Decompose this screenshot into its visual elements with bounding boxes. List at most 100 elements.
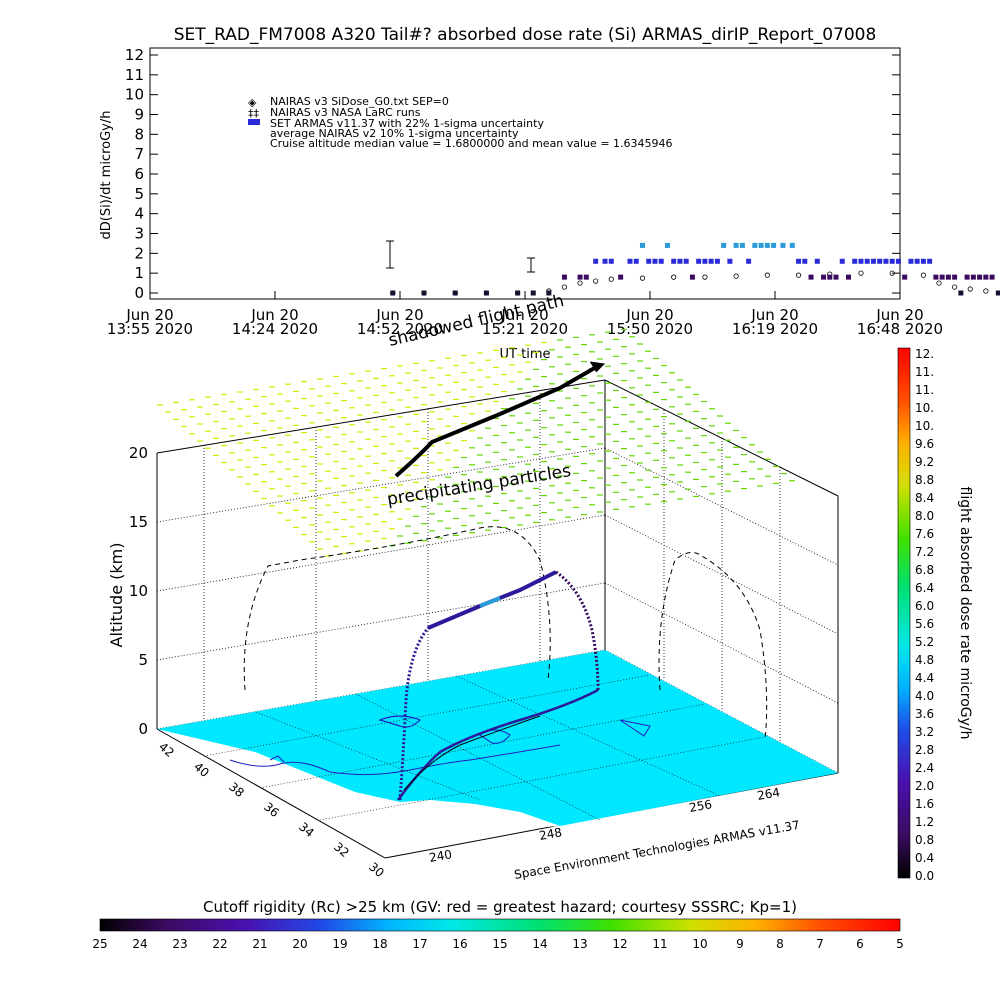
lat-tick-label: 38 (226, 780, 247, 801)
x-tick-label-bottom: 14:52 2020 (357, 320, 443, 338)
rigidity-colorbar-tick-label: 19 (332, 937, 347, 951)
rigidity-colorbar-tick-label: 8 (776, 937, 784, 951)
rigidity-colorbar-tick-label: 22 (212, 937, 227, 951)
rigidity-colorbar (99, 918, 901, 932)
z-tick-label: 20 (129, 444, 148, 462)
y-tick-label: 5 (134, 185, 144, 203)
dose-colorbar-tick-label: 9.2 (915, 455, 934, 469)
nairas-point (858, 270, 864, 276)
armas-point (977, 274, 983, 280)
dose-colorbar-tick-label: 4.0 (915, 689, 934, 703)
nairas-point (967, 286, 973, 292)
rigidity-colorbar-tick-label: 17 (412, 937, 427, 951)
armas-point (958, 290, 964, 296)
x-axis-label: UT time (500, 347, 551, 362)
nairas-point (561, 284, 568, 290)
y-tick-label: 9 (134, 106, 144, 124)
armas-point (989, 274, 995, 280)
rigidity-colorbar-tick-label: 18 (372, 937, 387, 951)
armas-point (664, 242, 670, 248)
dose-colorbar-tick-label: 0.0 (915, 869, 934, 883)
armas-point (677, 258, 683, 264)
dose-colorbar-tick-label: 0.8 (915, 833, 934, 847)
x-tick-label-top: Jun 20 (625, 306, 673, 324)
nairas-point (702, 274, 708, 280)
armas-point (889, 258, 895, 264)
dose-colorbar-tick-label: 2.0 (915, 779, 934, 793)
armas-point (764, 242, 770, 248)
y-tick-label: 7 (134, 145, 144, 163)
armas-point (658, 258, 664, 264)
y-tick-label: 0 (134, 284, 144, 302)
armas-point (808, 274, 814, 280)
armas-point (939, 274, 945, 280)
armas-point (814, 258, 820, 264)
armas-point (683, 258, 689, 264)
lon-tick-label: 256 (688, 797, 713, 815)
dose-colorbar-tick-label: 12. (915, 347, 934, 361)
armas-point (618, 274, 624, 280)
dose-colorbar-tick-label: 8.0 (915, 509, 934, 523)
armas-point (796, 258, 802, 264)
ground-track (396, 688, 599, 801)
rigidity-colorbar-tick-label: 15 (492, 937, 507, 951)
armas-point (708, 258, 714, 264)
legend-entry-2: NAIRAS v3 NASA LaRC runs (270, 106, 421, 119)
armas-point (864, 258, 870, 264)
armas-point (858, 258, 864, 264)
armas-point (758, 242, 764, 248)
armas-point (927, 258, 933, 264)
armas-point (908, 258, 914, 264)
legend: ◈ NAIRAS v3 SiDose_G0.txt SEP=0 ‡‡ NAIRA… (248, 95, 673, 150)
armas-point (914, 258, 920, 264)
armas-point (983, 274, 989, 280)
armas-point (652, 258, 658, 264)
nairas-point (983, 288, 989, 294)
legend-entry-4: average NAIRAS v2 10% 1-sigma uncertaint… (270, 127, 519, 140)
armas-point (627, 258, 633, 264)
lat-tick-label: 34 (296, 820, 317, 841)
z-tick-label: 15 (129, 513, 148, 531)
dose-colorbar-tick-label: 0.4 (915, 851, 934, 865)
z-tick-label: 10 (129, 582, 148, 600)
dose-colorbar-tick-label: 6.4 (915, 581, 934, 595)
armas-point (721, 242, 727, 248)
dose-colorbar-tick-label: 9.6 (915, 437, 934, 451)
armas-point (602, 258, 608, 264)
z-axis-label: Altitude (km) (107, 543, 126, 648)
dose-colorbar-tick-label: 11. (915, 383, 934, 397)
armas-point (839, 258, 845, 264)
nairas-point (952, 284, 958, 290)
armas-point (877, 258, 883, 264)
nairas-point (608, 276, 614, 282)
error-bars (386, 240, 535, 273)
nairas-point (593, 278, 599, 284)
y-tick-label: 3 (134, 225, 144, 243)
dose-colorbar-tick-label: 4.4 (915, 671, 934, 685)
armas-point (945, 274, 951, 280)
dose-colorbar-tick-label: 10. (915, 419, 934, 433)
dose-colorbar-tick-label: 7.6 (915, 527, 934, 541)
chart-title: SET_RAD_FM7008 A320 Tail#? absorbed dose… (174, 25, 877, 45)
armas-point (515, 290, 521, 296)
shadow-outline (243, 526, 768, 741)
rigidity-colorbar-tick-label: 11 (652, 937, 667, 951)
x-tick-label-bottom: 14:24 2020 (232, 320, 318, 338)
shadowed-flight-path (394, 364, 600, 478)
dose-colorbar-tick-label: 5.6 (915, 617, 934, 631)
armas-point (714, 258, 720, 264)
armas-point (895, 258, 901, 264)
x-tick-label-bottom: 16:19 2020 (732, 320, 818, 338)
armas-point (727, 258, 733, 264)
armas-point (827, 274, 833, 280)
dose-colorbar-tick-label: 6.0 (915, 599, 934, 613)
dose-colorbar-tick-label: 10. (915, 401, 934, 415)
armas-point (883, 258, 889, 264)
y-tick-label: 11 (125, 66, 144, 84)
armas-point (821, 274, 827, 280)
nairas-point (920, 272, 927, 278)
armas-point (970, 274, 976, 280)
dose-colorbar-tick-label: 2.4 (915, 761, 934, 775)
